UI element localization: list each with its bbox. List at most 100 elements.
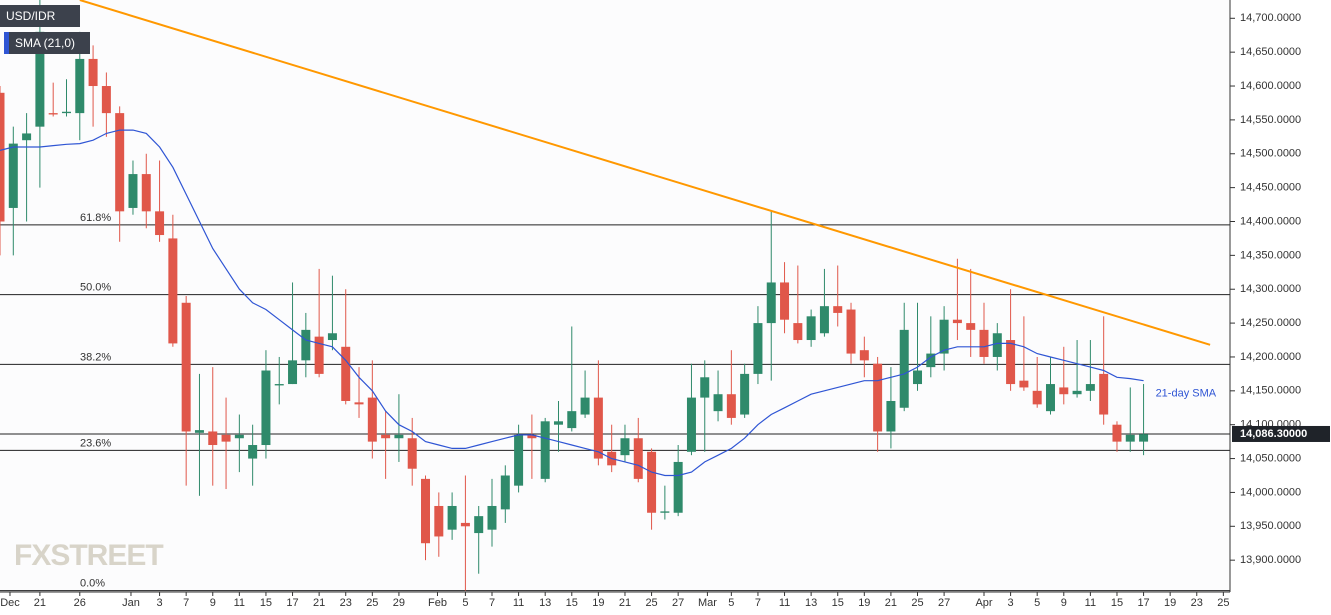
candle-body <box>846 309 856 354</box>
candle-body <box>341 346 351 401</box>
fib-label: 0.0% <box>80 578 105 590</box>
candle-body <box>381 434 391 439</box>
y-tick-label: 14,550.0000 <box>1240 114 1301 126</box>
x-tick-label: 5 <box>462 597 468 609</box>
candle-body <box>673 461 683 513</box>
sma-line <box>0 129 1144 477</box>
candle-body <box>474 516 484 534</box>
y-tick-label: 14,250.0000 <box>1240 317 1301 329</box>
candle-body <box>22 133 32 141</box>
x-tick-label: 9 <box>210 597 216 609</box>
x-tick-label: 23 <box>1191 597 1203 609</box>
candle-body <box>8 143 18 208</box>
candle-body <box>527 434 537 439</box>
x-tick-label: 11 <box>234 597 245 609</box>
candle-body <box>886 400 896 432</box>
x-tick-label: Mar <box>698 597 717 609</box>
candle-body <box>407 438 417 469</box>
candle-body <box>248 445 258 459</box>
candle-body <box>234 434 244 439</box>
x-tick-label: Feb <box>428 597 447 609</box>
fib-label: 23.6% <box>80 437 111 449</box>
candle-body <box>261 370 271 446</box>
x-tick-label: 21 <box>885 597 897 609</box>
x-tick-label: 23 <box>340 597 352 609</box>
candle-body <box>194 430 204 433</box>
candle-body <box>1006 340 1016 385</box>
candle-body <box>301 329 311 361</box>
x-tick-label: 19 <box>858 597 870 609</box>
x-tick-label: 27 <box>672 597 684 609</box>
x-tick-label: 13 <box>539 597 551 609</box>
x-tick-label: 3 <box>1008 597 1014 609</box>
candle-body <box>447 505 457 530</box>
x-tick-label: 27 <box>938 597 950 609</box>
x-tick-label: Dec <box>0 597 20 609</box>
candle-body <box>367 397 377 442</box>
y-tick-label: 14,000.0000 <box>1240 486 1301 498</box>
candle-body <box>819 306 829 334</box>
x-tick-label: 25 <box>1217 597 1229 609</box>
candle-body <box>660 511 670 513</box>
candle-body <box>514 434 524 486</box>
candle-body <box>1045 384 1055 412</box>
fib-label: 61.8% <box>80 212 111 224</box>
y-tick-label: 14,200.0000 <box>1240 351 1301 363</box>
x-tick-label: 5 <box>728 597 734 609</box>
watermark: FXSTREET <box>14 539 163 572</box>
y-tick-label: 14,300.0000 <box>1240 283 1301 295</box>
candle-body <box>740 373 750 415</box>
indicator-label: SMA (21,0) <box>15 36 75 50</box>
y-tick-label: 14,400.0000 <box>1240 215 1301 227</box>
candle-body <box>128 174 138 208</box>
candle-body <box>274 384 284 386</box>
candle-body <box>780 282 790 320</box>
y-tick-label: 14,150.0000 <box>1240 385 1301 397</box>
candle-body <box>966 323 976 330</box>
candle-body <box>487 505 497 530</box>
candle-body <box>620 438 630 456</box>
x-tick-label: 17 <box>286 597 298 609</box>
y-tick-label: 14,500.0000 <box>1240 148 1301 160</box>
y-tick-label: 14,650.0000 <box>1240 46 1301 58</box>
x-tick-label: 21 <box>34 597 46 609</box>
candle-body <box>833 306 843 313</box>
candle-body <box>766 282 776 324</box>
x-tick-label: 15 <box>260 597 272 609</box>
candle-body <box>913 370 923 385</box>
y-tick-label: 13,900.0000 <box>1240 554 1301 566</box>
x-tick-label: 11 <box>513 597 524 609</box>
candle-body <box>141 174 151 212</box>
candle-body <box>1125 434 1135 442</box>
candle-body <box>0 92 5 222</box>
x-tick-label: Jan <box>122 597 140 609</box>
trendline <box>79 0 1211 346</box>
x-tick-label: 29 <box>393 597 405 609</box>
x-tick-label: 21 <box>619 597 631 609</box>
candle-body <box>1059 387 1069 395</box>
candle-body <box>992 333 1002 357</box>
last-price-label: 14,086.30000 <box>1240 428 1307 440</box>
symbol-box <box>0 5 80 27</box>
plot-layer: 61.8% 50.0% 38.2% 23.6% 0.0% 21-day SMA <box>0 0 1230 592</box>
candle-body <box>434 505 444 537</box>
candle-body <box>713 394 723 412</box>
candle-body <box>88 58 98 87</box>
x-tick-label: 11 <box>1085 597 1096 609</box>
x-tick-label: 19 <box>1164 597 1176 609</box>
x-tick-label: 3 <box>157 597 163 609</box>
x-tick-label: 15 <box>566 597 578 609</box>
candle-body <box>327 333 337 341</box>
candle-body <box>221 434 231 442</box>
candle-body <box>1072 390 1082 395</box>
candle-body <box>354 402 364 405</box>
y-tick-label: 14,600.0000 <box>1240 80 1301 92</box>
candle-body <box>793 323 803 341</box>
x-tick-label: 7 <box>183 597 189 609</box>
candle-body <box>633 438 643 479</box>
x-tick-label: Apr <box>975 597 992 609</box>
candle-body <box>806 316 816 341</box>
candle-body <box>1085 384 1095 391</box>
candle-body <box>208 431 218 446</box>
x-tick-label: 15 <box>1111 597 1123 609</box>
